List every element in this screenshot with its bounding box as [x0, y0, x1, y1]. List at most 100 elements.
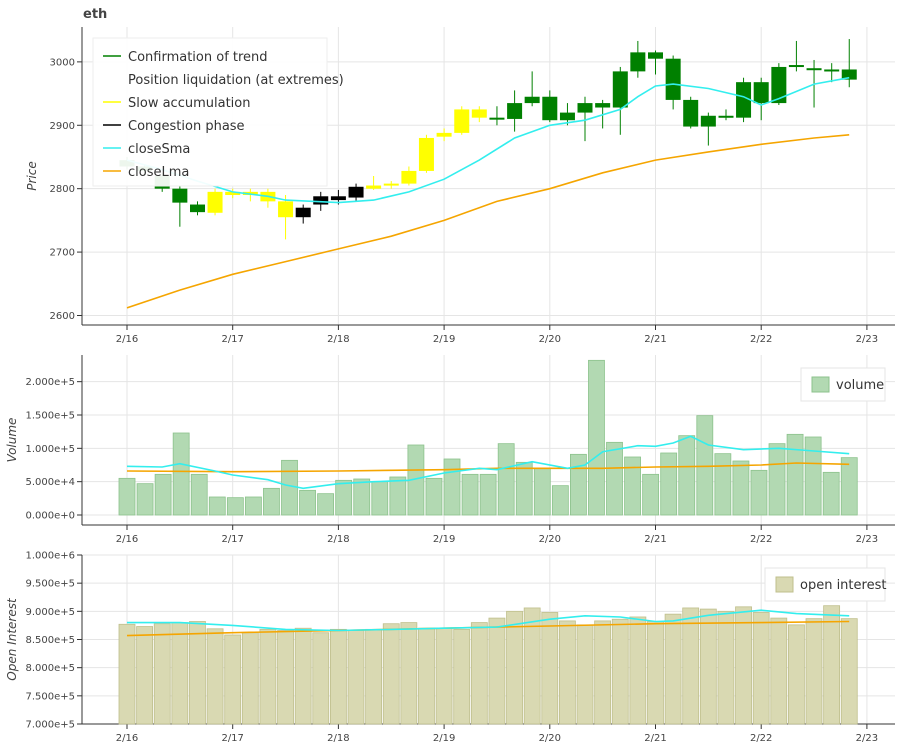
bar-open_interest	[382, 623, 400, 725]
bar-volume	[750, 469, 768, 516]
y-tick-label: 9.500e+5	[25, 579, 75, 590]
y-tick-label: 8.500e+5	[25, 635, 75, 646]
bar-open_interest	[770, 617, 788, 725]
legend-label: Position liquidation (at extremes)	[128, 73, 344, 88]
legend-label: Slow accumulation	[128, 96, 250, 111]
bar-volume	[606, 441, 623, 516]
x-tick-label: 2/18	[327, 534, 349, 545]
bar-volume	[172, 432, 190, 516]
bar-open_interest	[453, 628, 471, 725]
bar-volume	[353, 478, 371, 516]
bar-volume	[786, 433, 804, 516]
x-tick-label: 2/22	[750, 534, 772, 545]
volume-legend: volume	[800, 367, 886, 402]
x-tick-label: 2/17	[221, 733, 243, 744]
candle-body	[559, 112, 575, 121]
bar-open_interest	[347, 630, 365, 725]
bar-open_interest	[400, 622, 418, 725]
panel-volume: 0.000e+0 5.000e+4 1.000e+5 1.500e+5 2.000e+5…	[5, 355, 895, 545]
panel-open_interest: 7.000e+5 7.500e+5 8.000e+5 8.500e+5 9.000e+5…	[5, 551, 895, 744]
bar-volume	[696, 415, 714, 516]
bar-open_interest	[488, 617, 506, 725]
y-tick-label: 2800	[50, 184, 75, 195]
candle-body	[348, 186, 364, 198]
series-closeSma-line	[127, 609, 850, 632]
y-tick-label: 7.000e+5	[25, 720, 75, 731]
x-tick-label: 2/21	[644, 334, 666, 345]
candle-body	[718, 115, 734, 118]
x-tick-label: 2/22	[750, 334, 772, 345]
y-tick-label: 9.000e+5	[25, 607, 75, 618]
bar-volume	[551, 485, 569, 516]
y-axis-label: Price	[25, 161, 39, 190]
candle-body	[454, 109, 470, 133]
bar-open_interest	[717, 610, 735, 725]
legend-label: Confirmation of trend	[128, 50, 268, 65]
bar-volume	[299, 489, 316, 516]
bar-volume	[425, 477, 443, 516]
y-tick-label: 7.500e+5	[25, 691, 75, 702]
bar-volume	[768, 443, 786, 516]
x-tick-label: 2/21	[644, 534, 666, 545]
bar-volume	[822, 471, 840, 516]
bar-volume	[804, 436, 822, 516]
candle-body	[207, 191, 223, 213]
candle-body	[172, 188, 188, 203]
candle-body	[630, 52, 646, 72]
x-tick-label: 2/16	[116, 733, 138, 744]
x-tick-label: 2/16	[116, 534, 138, 545]
x-tick-label: 2/19	[433, 733, 455, 744]
bar-volume	[533, 467, 551, 516]
bar-volume	[660, 452, 678, 516]
candle-body	[190, 204, 206, 213]
candle-body	[841, 69, 857, 80]
bar-open_interest	[840, 618, 858, 725]
panel-price: 2600 2700 2800 2900 3000 2/16 2/17 2/18 2/19 2/20…	[25, 27, 895, 345]
bar-volume	[335, 479, 353, 516]
x-tick-label: 2/23	[856, 334, 878, 345]
y-tick-label: 5.000e+4	[25, 477, 75, 488]
bar-volume	[642, 473, 660, 516]
bar-open_interest	[206, 628, 224, 725]
bar-volume	[136, 483, 154, 516]
bar-volume	[389, 476, 407, 516]
candle-body	[824, 69, 840, 72]
bar-open_interest	[259, 628, 277, 725]
series-closeLma-line	[126, 134, 850, 309]
candle-body	[383, 183, 399, 186]
y-tick-label: 2700	[50, 248, 75, 259]
candle-body	[330, 196, 346, 201]
bar-open_interest	[823, 605, 841, 725]
candle-body	[595, 103, 611, 108]
y-tick-label: 8.000e+5	[25, 663, 75, 674]
legend-box	[92, 37, 328, 187]
bar-volume	[263, 487, 280, 516]
legend-label: Congestion phase	[128, 119, 245, 134]
candle-body	[648, 52, 663, 59]
bar-volume	[479, 473, 497, 516]
candle-body	[577, 103, 593, 113]
bar-open_interest	[470, 622, 488, 725]
bar-open_interest	[171, 622, 189, 725]
bar-volume	[840, 457, 858, 516]
bar-open_interest	[699, 608, 717, 725]
y-axis-label: Open Interest	[5, 597, 19, 681]
candle-body	[612, 71, 628, 108]
x-tick-label: 2/19	[433, 534, 455, 545]
bar-volume	[371, 481, 389, 516]
x-tick-label: 2/22	[750, 733, 772, 744]
bar-open_interest	[418, 627, 435, 725]
legend-swatch	[811, 376, 830, 393]
bar-volume	[678, 435, 696, 516]
bar-open_interest	[506, 610, 523, 725]
bar-open_interest	[664, 613, 682, 725]
y-tick-label: 2.000e+5	[25, 377, 75, 388]
bar-open_interest	[365, 628, 383, 725]
legend-label: open interest	[800, 578, 886, 593]
bar-open_interest	[277, 630, 294, 725]
bar-open_interest	[136, 626, 154, 725]
candle-body	[507, 103, 523, 119]
series-closeSma-line	[126, 435, 850, 490]
bar-volume	[443, 458, 461, 516]
